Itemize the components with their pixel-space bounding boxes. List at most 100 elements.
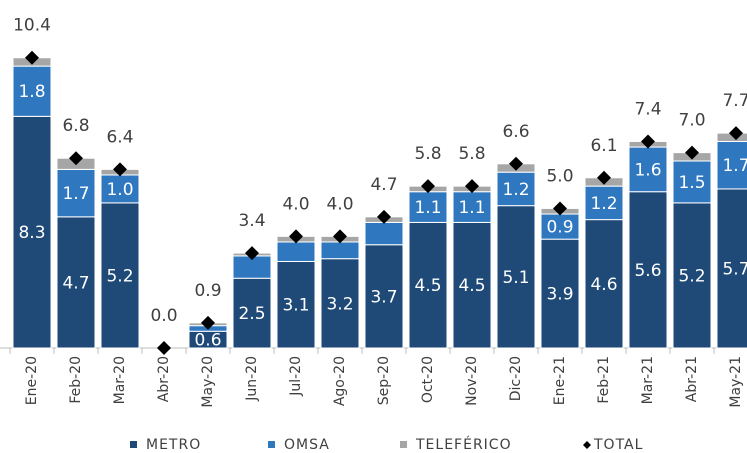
total-marker bbox=[113, 162, 127, 177]
x-tick-label: May-21 bbox=[728, 356, 744, 408]
x-tick-label: Mar-20 bbox=[112, 356, 128, 404]
bar-segment bbox=[100, 202, 140, 349]
total-marker bbox=[289, 229, 303, 244]
bar-segment bbox=[672, 202, 712, 349]
x-tick-label: Ene-21 bbox=[552, 356, 568, 405]
total-marker bbox=[421, 179, 435, 194]
segment-label: 4.5 bbox=[458, 276, 485, 296]
legend-label: METRO bbox=[146, 437, 201, 453]
segment-label: 5.2 bbox=[106, 266, 133, 286]
total-label: 5.8 bbox=[414, 144, 441, 164]
segment-label: 3.9 bbox=[546, 285, 573, 305]
x-tick-label: Nov-20 bbox=[464, 356, 480, 406]
segment-label: 3.2 bbox=[326, 294, 353, 314]
segment-label: 5.7 bbox=[722, 259, 747, 279]
bar-segment bbox=[364, 221, 404, 246]
total-label: 6.6 bbox=[502, 122, 529, 142]
bar-segment bbox=[628, 191, 668, 349]
bar-segment bbox=[56, 168, 96, 218]
legend-label: OMSA bbox=[284, 437, 330, 453]
x-tick-label: Jun-20 bbox=[244, 356, 260, 402]
segment-label: 1.7 bbox=[722, 156, 747, 176]
bar-segment bbox=[716, 188, 747, 349]
total-marker bbox=[509, 156, 523, 171]
x-tick-label: Ene-20 bbox=[24, 356, 40, 405]
x-tick-label: Mar-21 bbox=[640, 356, 656, 404]
x-tick-label: Abr-21 bbox=[684, 356, 700, 402]
segment-label: 1.7 bbox=[62, 184, 89, 204]
bar-segment bbox=[496, 205, 536, 349]
total-label: 6.4 bbox=[106, 127, 133, 147]
legend-label: TELEFÉRICO bbox=[415, 436, 512, 453]
segment-label: 4.5 bbox=[414, 276, 441, 296]
total-label: 7.7 bbox=[722, 91, 747, 111]
bar-segment bbox=[584, 219, 624, 349]
total-label: 10.4 bbox=[13, 16, 51, 36]
bar-segment bbox=[276, 241, 316, 262]
total-label: 3.4 bbox=[238, 211, 265, 231]
x-tick-label: Jul-20 bbox=[288, 356, 304, 397]
total-marker bbox=[685, 145, 699, 160]
total-label: 6.1 bbox=[590, 136, 617, 156]
bar-segment bbox=[232, 277, 272, 349]
total-marker bbox=[25, 50, 39, 65]
total-marker bbox=[553, 201, 567, 216]
segment-label: 1.1 bbox=[458, 198, 485, 218]
x-tick-label: Feb-21 bbox=[596, 356, 612, 404]
bar-segment bbox=[628, 146, 668, 193]
bar-segment bbox=[408, 221, 448, 349]
total-marker bbox=[69, 151, 83, 166]
bar-segment bbox=[672, 160, 712, 204]
total-label: 4.0 bbox=[282, 194, 309, 214]
x-tick-label: Feb-20 bbox=[68, 356, 84, 404]
bar-segment bbox=[452, 221, 492, 349]
segment-label: 5.2 bbox=[678, 266, 705, 286]
bar-segment bbox=[408, 191, 448, 223]
total-marker bbox=[729, 126, 743, 141]
total-marker bbox=[201, 315, 215, 330]
segment-label: 2.5 bbox=[238, 304, 265, 324]
bar-segment bbox=[320, 241, 360, 260]
legend-swatch bbox=[130, 441, 137, 448]
bar-segment bbox=[12, 115, 52, 349]
x-tick-label: Dic-20 bbox=[508, 356, 524, 401]
legend-label: TOTAL bbox=[593, 437, 643, 453]
segment-label: 3.7 bbox=[370, 287, 397, 307]
legend-swatch bbox=[268, 441, 275, 448]
bar-segment bbox=[320, 258, 360, 349]
segment-label: 5.1 bbox=[502, 268, 529, 288]
total-marker bbox=[377, 209, 391, 224]
segment-label: 4.7 bbox=[62, 273, 89, 293]
segment-label: 0.9 bbox=[546, 218, 573, 238]
segment-label: 8.3 bbox=[18, 223, 45, 243]
total-label: 4.0 bbox=[326, 194, 353, 214]
segment-label: 3.1 bbox=[282, 296, 309, 316]
bar-segment bbox=[540, 213, 580, 240]
legend-marker bbox=[583, 441, 591, 449]
total-marker bbox=[157, 341, 171, 355]
total-label: 0.0 bbox=[150, 306, 177, 326]
bar-segment bbox=[12, 65, 52, 117]
total-marker bbox=[597, 170, 611, 185]
total-label: 6.8 bbox=[62, 116, 89, 136]
total-label: 7.0 bbox=[678, 111, 705, 131]
total-marker bbox=[333, 229, 347, 244]
segment-label: 1.1 bbox=[414, 198, 441, 218]
bar-segment bbox=[540, 238, 580, 349]
total-label: 4.7 bbox=[370, 175, 397, 195]
x-tick-label: Ago-20 bbox=[332, 356, 348, 406]
segment-label: 1.6 bbox=[634, 160, 661, 180]
x-tick-label: Sep-20 bbox=[376, 356, 392, 405]
bar-segment bbox=[56, 216, 96, 349]
total-marker bbox=[641, 134, 655, 149]
total-label: 7.4 bbox=[634, 99, 661, 119]
legend-swatch bbox=[400, 441, 407, 448]
x-tick-label: Oct-20 bbox=[420, 356, 436, 403]
segment-label: 1.5 bbox=[678, 173, 705, 193]
segment-label: 4.6 bbox=[590, 275, 617, 295]
x-tick-label: May-20 bbox=[200, 356, 216, 408]
bar-segment bbox=[496, 171, 536, 207]
total-label: 5.0 bbox=[546, 166, 573, 186]
bar-segment bbox=[100, 174, 140, 204]
